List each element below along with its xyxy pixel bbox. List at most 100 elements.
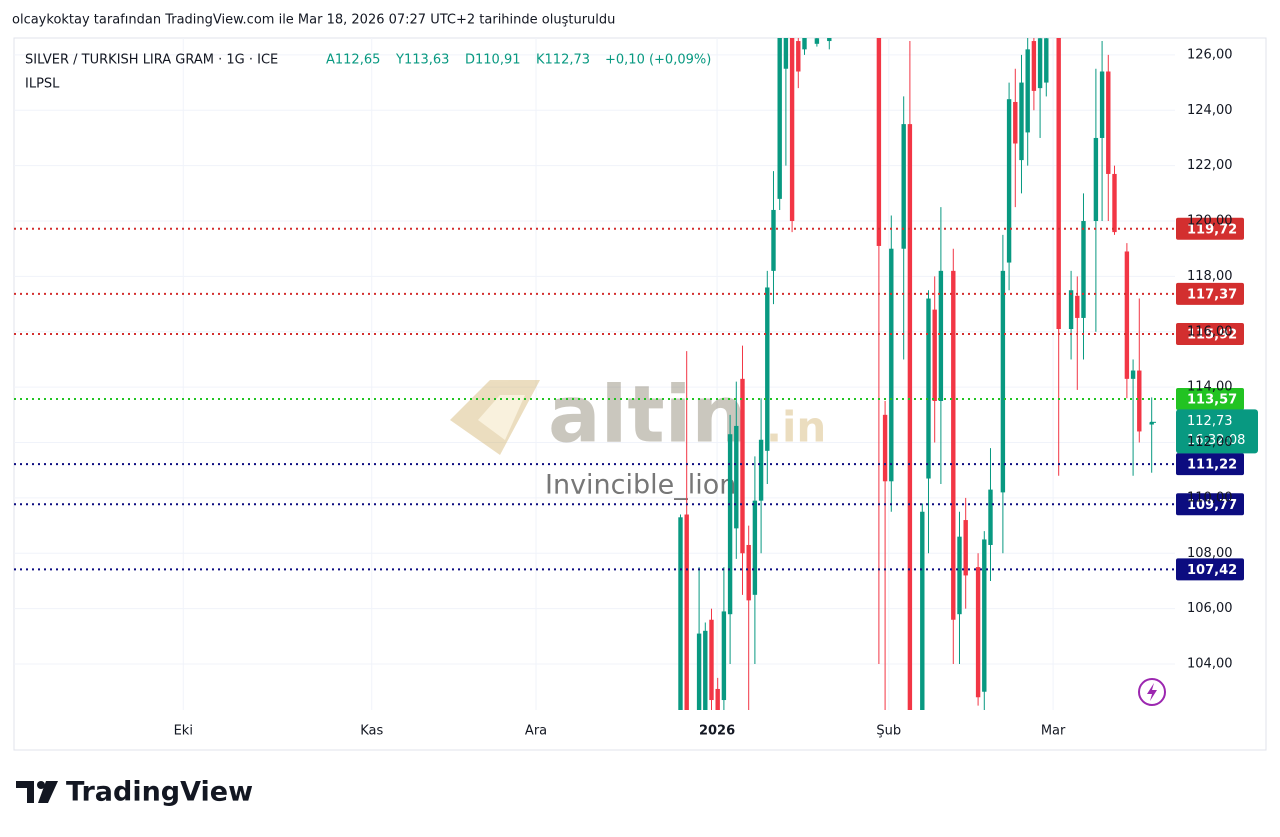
watermark-text: altin [548, 370, 747, 460]
caption: olcaykoktay tarafından TradingView.com i… [12, 13, 615, 28]
y-tick-label: 104,00 [1187, 657, 1233, 672]
level-label: 109,77 [1187, 498, 1237, 513]
level-tag [1176, 322, 1244, 345]
candle-body [951, 270, 956, 620]
candle-body [938, 270, 944, 401]
candle-body [752, 500, 758, 595]
candle-body [1068, 290, 1074, 330]
x-tick-label: Eki [174, 724, 193, 739]
brand: TradingView [66, 777, 253, 808]
x-tick-label: Mar [1041, 724, 1066, 739]
candle-body [1099, 71, 1105, 138]
candle-body [802, 38, 807, 50]
level-tag [1176, 558, 1244, 581]
candle-body [1044, 38, 1049, 83]
levels: 119,72 117,37 115,92 113,57 111,22 109,77 107,… [14, 217, 1258, 581]
level-label: 111,22 [1187, 458, 1237, 473]
candle-body [988, 489, 993, 545]
candle-body [975, 567, 981, 698]
candle-body [796, 41, 801, 72]
last-price-tag [1176, 409, 1258, 454]
legend-value: K112,73 [536, 53, 590, 68]
candle-body [1013, 101, 1018, 144]
candle-body [1106, 71, 1111, 174]
candle-body [765, 287, 770, 451]
exchange: ILPSL [25, 77, 60, 92]
candle-body [1019, 82, 1024, 161]
change: +0,10 (+0,09%) [605, 53, 711, 68]
candle-body [1137, 370, 1142, 432]
legend-value: Y113,63 [395, 53, 449, 68]
y-tick-label: 124,00 [1187, 103, 1233, 118]
y-tick-label: 126,00 [1187, 47, 1233, 62]
symbol: SILVER / TURKISH LIRA GRAM · 1G · ICE [25, 53, 278, 68]
candle-body [1112, 173, 1117, 233]
y-tick-label: 122,00 [1187, 158, 1233, 173]
y-tick-label: 110,00 [1187, 490, 1233, 505]
candle-body [709, 619, 714, 701]
candle-body [696, 633, 702, 710]
legend-value: D110,91 [465, 53, 521, 68]
candle-body [1130, 370, 1136, 379]
alert-icon[interactable] [1138, 678, 1166, 706]
candle-body [1093, 137, 1099, 222]
candle-body [814, 38, 820, 44]
candle-body [963, 520, 968, 576]
y-tick-label: 108,00 [1187, 546, 1233, 561]
grid [14, 38, 1175, 710]
candle-body [1006, 99, 1012, 263]
last-price-label: 112,73 [1187, 414, 1233, 429]
candle-body [932, 309, 937, 401]
y-tick-label: 112,00 [1187, 435, 1233, 450]
candle-body [1025, 49, 1030, 133]
y-tick-label: 118,00 [1187, 269, 1233, 284]
level-label: 115,92 [1187, 327, 1237, 342]
watermark-text: .in [766, 403, 826, 452]
x-tick-label: Kas [360, 724, 383, 739]
candle-body [678, 517, 683, 710]
level-tag [1176, 282, 1244, 305]
level-tag [1176, 493, 1244, 516]
x-tick-label: 2026 [699, 724, 735, 739]
x-tick-label: Şub [876, 724, 901, 739]
candle-body [1124, 251, 1130, 379]
y-tick-label: 114,00 [1187, 380, 1233, 395]
candle-body [920, 511, 925, 710]
frame [13, 37, 1267, 751]
level-tag [1176, 453, 1244, 476]
watermark-logo [450, 380, 540, 455]
candle-body [684, 514, 689, 710]
y-tick-label: 120,00 [1187, 214, 1233, 229]
candle-body [926, 298, 931, 479]
candle-body [982, 539, 987, 692]
candle-body [1081, 221, 1086, 318]
watermark-logo [478, 395, 525, 440]
y-tick-label: 116,00 [1187, 324, 1233, 339]
watermark: altin .in [450, 370, 826, 460]
alert-icon [1147, 683, 1157, 701]
candle-body [703, 630, 708, 710]
candles [678, 38, 1154, 710]
countdown: 16:32:08 [1187, 433, 1245, 448]
candle-body [1000, 270, 1006, 493]
candle-body [889, 248, 894, 482]
level-tag [1176, 388, 1244, 411]
candle-body [1037, 38, 1043, 89]
candle-body [746, 544, 751, 601]
candle-body [740, 378, 745, 554]
x-tick-label: Ara [525, 724, 547, 739]
candle-body [907, 124, 913, 710]
candle-body [771, 209, 776, 271]
candle-body [1031, 41, 1037, 91]
brand-logo [16, 781, 58, 803]
legend-value: A112,65 [326, 53, 380, 68]
candle-body [957, 536, 962, 615]
candle-body [789, 38, 795, 222]
candle-body [783, 38, 789, 69]
level-label: 119,72 [1187, 222, 1237, 237]
candle-body [1075, 295, 1080, 318]
candle-body [882, 414, 888, 482]
level-label: 113,57 [1187, 393, 1237, 408]
